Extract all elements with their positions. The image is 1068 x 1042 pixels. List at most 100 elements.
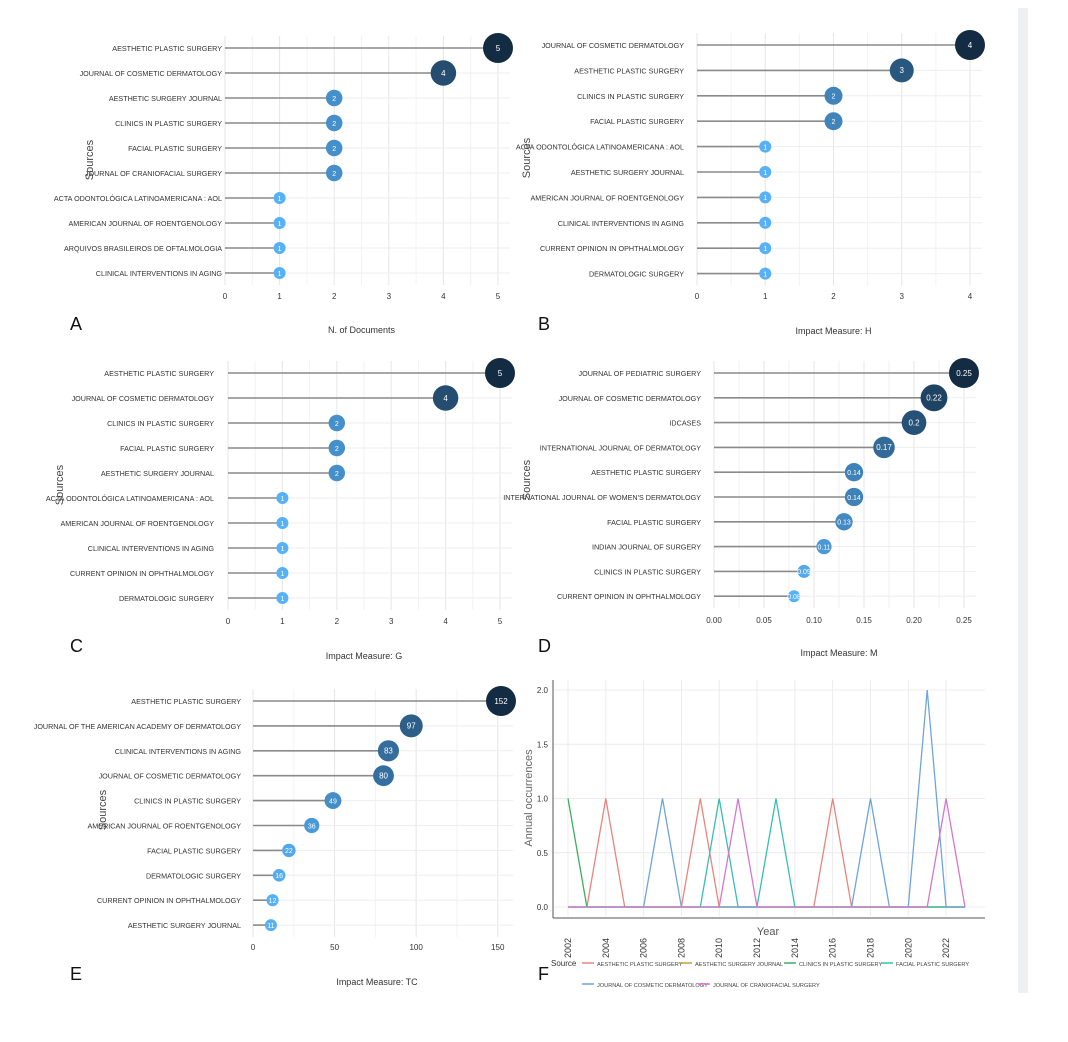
panel-letter: D — [538, 636, 551, 656]
chart-panel-d: 0.00 0.05 0.10 0.15 0.20 0.25 JOURNAL OF PEDIA… — [503, 358, 979, 658]
point-value-label: 22 — [285, 848, 293, 855]
series-line — [568, 798, 965, 908]
lollipop-point — [377, 740, 400, 762]
point-value-label: 0.13 — [837, 520, 851, 527]
x-tick-label: 2 — [332, 292, 337, 301]
x-tick-label: 0.00 — [706, 616, 722, 625]
x-tick-label: 2 — [335, 617, 340, 626]
legend-label: CLINICS IN PLASTIC SURGERY — [799, 962, 882, 968]
source-label: ACTA ODONTOLÓGICA LATINOAMERICANA : AOL — [46, 494, 214, 503]
x-tick-label: 50 — [330, 943, 339, 952]
lollipop-point — [266, 894, 279, 907]
legend-label: FACIAL PLASTIC SURGERY — [896, 962, 969, 968]
panel-letter: C — [70, 636, 83, 656]
chart-panel-a: 0 1 2 3 4 5 AESTHETIC PLASTIC SURGERY 5 JOURNAL … — [54, 33, 513, 335]
right-scroll-strip — [1018, 8, 1028, 993]
lollipop-point — [759, 216, 772, 229]
point-value-label: 4 — [968, 41, 973, 50]
source-label: CURRENT OPINION IN OPHTHALMOLOGY — [97, 896, 241, 905]
x-tick-label: 4 — [443, 617, 448, 626]
lollipop-point — [889, 58, 914, 83]
source-label: AMERICAN JOURNAL OF ROENTGENOLOGY — [69, 219, 223, 228]
y-tick-label: 0.5 — [537, 849, 549, 858]
panel-letter: E — [70, 964, 82, 984]
x-tick-label: 0.10 — [806, 616, 822, 625]
point-value-label: 1 — [763, 195, 767, 202]
point-value-label: 2 — [335, 446, 339, 453]
source-label: AESTHETIC PLASTIC SURGERY — [591, 468, 701, 477]
point-value-label: 0.17 — [876, 443, 892, 452]
point-value-label: 2 — [332, 121, 336, 128]
lollipop-point — [328, 414, 346, 432]
x-tick-label: 2012 — [752, 938, 762, 958]
lollipop-point — [797, 564, 811, 578]
chart-panel-c: 0 1 2 3 4 5 AESTHETIC PLASTIC SURGERY 5 JOURNAL … — [46, 358, 515, 661]
point-value-label: 2 — [332, 146, 336, 153]
source-label: CURRENT OPINION IN OPHTHALMOLOGY — [540, 244, 684, 253]
x-tick-label: 0.15 — [856, 616, 872, 625]
panel-letter: F — [538, 964, 549, 984]
point-value-label: 4 — [443, 394, 448, 403]
y-tick-label: 1.0 — [537, 795, 549, 804]
point-value-label: 0.14 — [847, 495, 861, 502]
lollipop-point — [276, 567, 289, 579]
x-tick-label: 2020 — [903, 938, 913, 958]
point-value-label: 1 — [280, 571, 284, 578]
point-value-label: 2 — [832, 119, 836, 126]
chart-panel-f: 0.0 0.5 1.0 1.5 2.0 2002 2004 2006 2008 2010 2012 2… — [523, 680, 985, 989]
source-label: INTERNATIONAL JOURNAL OF DERMATOLOGY — [540, 443, 701, 452]
source-label: JOURNAL OF THE AMERICAN ACADEMY OF DERMA… — [34, 722, 241, 731]
x-tick-label: 0.25 — [956, 616, 972, 625]
point-value-label: 12 — [269, 898, 277, 905]
point-value-label: 0.08 — [787, 594, 801, 601]
point-value-label: 1 — [763, 246, 767, 253]
x-tick-label: 0.05 — [756, 616, 772, 625]
x-axis-title: Impact Measure: H — [795, 326, 871, 336]
point-value-label: 11 — [267, 923, 274, 930]
point-value-label: 36 — [308, 823, 316, 830]
x-tick-label: 2006 — [639, 938, 649, 958]
source-label: AMERICAN JOURNAL OF ROENTGENOLOGY — [61, 519, 215, 528]
y-axis-title: Sources — [521, 137, 533, 178]
source-label: CLINICS IN PLASTIC SURGERY — [594, 567, 701, 576]
point-value-label: 1 — [278, 196, 282, 203]
lollipop-point — [273, 267, 286, 279]
source-label: CLINICAL INTERVENTIONS IN AGING — [96, 269, 223, 278]
x-tick-label: 1 — [277, 292, 282, 301]
lollipop-point — [324, 792, 342, 810]
source-label: JOURNAL OF COSMETIC DERMATOLOGY — [72, 394, 215, 403]
x-tick-label: 2022 — [941, 938, 951, 958]
source-label: CURRENT OPINION IN OPHTHALMOLOGY — [557, 592, 701, 601]
point-value-label: 4 — [441, 69, 446, 78]
lollipop-point — [328, 439, 346, 457]
chart-panel-e: 0 50 100 150 AESTHETIC PLASTIC SURGERY 152 JOU… — [34, 686, 516, 987]
source-label: JOURNAL OF COSMETIC DERMATOLOGY — [542, 41, 685, 50]
lollipop-point — [844, 463, 864, 482]
lollipop-point — [325, 114, 343, 132]
x-tick-label: 150 — [491, 943, 505, 952]
source-label: JOURNAL OF COSMETIC DERMATOLOGY — [99, 772, 242, 781]
source-label: ACTA ODONTOLÓGICA LATINOAMERICANA : AOL — [54, 194, 222, 203]
source-label: CLINICAL INTERVENTIONS IN AGING — [88, 544, 215, 553]
x-tick-label: 3 — [900, 292, 905, 301]
source-label: AMERICAN JOURNAL OF ROENTGENOLOGY — [88, 822, 242, 831]
legend-label: AESTHETIC PLASTIC SURGERY — [597, 962, 683, 968]
source-label: CURRENT OPINION IN OPHTHALMOLOGY — [70, 569, 214, 578]
point-value-label: 1 — [278, 221, 282, 228]
source-label: JOURNAL OF COSMETIC DERMATOLOGY — [80, 69, 223, 78]
lollipop-point — [432, 385, 459, 411]
lollipop-point — [920, 384, 948, 412]
lollipop-point — [272, 868, 286, 882]
source-label: FACIAL PLASTIC SURGERY — [590, 117, 684, 126]
y-tick-label: 0.0 — [537, 903, 549, 912]
x-axis-title: N. of Documents — [328, 325, 396, 335]
legend-label: JOURNAL OF CRANIOFACIAL SURGERY — [713, 983, 820, 989]
x-tick-label: 4 — [968, 292, 973, 301]
x-tick-label: 2002 — [563, 938, 573, 958]
source-label: AESTHETIC SURGERY JOURNAL — [109, 94, 222, 103]
lollipop-point — [824, 112, 843, 131]
source-label: AESTHETIC SURGERY JOURNAL — [128, 921, 241, 930]
point-value-label: 3 — [900, 66, 905, 75]
lollipop-point — [788, 590, 800, 603]
